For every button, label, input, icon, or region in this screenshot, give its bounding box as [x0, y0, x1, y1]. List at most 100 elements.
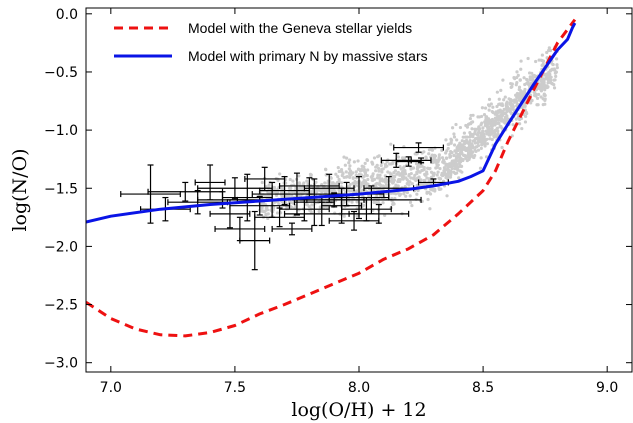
scatter-point [342, 155, 346, 159]
scatter-point [386, 170, 390, 174]
scatter-point [428, 207, 432, 211]
scatter-point [353, 182, 357, 186]
scatter-point [360, 164, 364, 168]
scatter-point [379, 193, 383, 198]
scatter-point [336, 166, 340, 170]
legend-label-geneva: Model with the Geneva stellar yields [188, 20, 412, 36]
scatter-point [473, 132, 477, 136]
scatter-point [376, 166, 381, 170]
scatter-point [364, 181, 368, 185]
scatter-point [427, 190, 431, 194]
scatter-point [548, 75, 552, 79]
scatter-point [288, 177, 292, 182]
scatter-point [372, 177, 377, 181]
scatter-point [371, 162, 375, 166]
scatter-point [407, 183, 411, 187]
scatter-point [323, 181, 327, 185]
scatter-point [342, 200, 346, 204]
scatter-point [384, 183, 389, 187]
scatter-point [449, 169, 453, 173]
scatter-point [472, 138, 477, 143]
scatter-point [455, 171, 459, 175]
scatter-point [523, 114, 528, 118]
scatter-point [408, 200, 413, 204]
scatter-point [510, 134, 514, 138]
scatter-point [453, 149, 457, 153]
scatter-point [479, 156, 483, 160]
scatter-point [549, 80, 553, 85]
y-axis: 0.0 −0.5 −1.0 −1.5 −2.0 −2.5 −3.0 [44, 7, 632, 372]
observation-point [348, 203, 410, 224]
y-tick-label: −1.0 [44, 123, 78, 139]
scatter-point [460, 139, 464, 143]
scatter-point [381, 201, 385, 205]
scatter-point [357, 172, 362, 177]
scatter-point [272, 185, 277, 190]
scatter-point [497, 114, 501, 118]
scatter-point [444, 138, 448, 142]
scatter-point [464, 140, 468, 144]
scatter-point [480, 121, 484, 125]
scatter-point [426, 197, 430, 202]
scatter-point [521, 105, 525, 110]
scatter-point [275, 211, 280, 215]
scatter-point [446, 146, 450, 151]
scatter-point [352, 190, 356, 194]
scatter-point [514, 100, 519, 104]
scatter-point [403, 170, 407, 174]
scatter-point [454, 122, 458, 127]
scatter-point [534, 59, 538, 64]
scatter-point [539, 58, 543, 62]
scatter-point [442, 166, 447, 170]
scatter-point [322, 202, 326, 206]
scatter-point [469, 122, 473, 126]
scatter-point [543, 97, 547, 101]
scatter-point [459, 145, 463, 149]
scatter-point [485, 116, 489, 121]
scatter-point [377, 182, 381, 186]
scatter-point [347, 161, 351, 165]
scatter-point [345, 156, 349, 160]
scatter-point [379, 163, 383, 168]
scatter-point [490, 117, 495, 122]
scatter-point [336, 182, 340, 186]
scatter-point [473, 148, 477, 152]
scatter-point [517, 87, 521, 92]
scatter-point [429, 175, 434, 179]
observation-point [221, 173, 273, 222]
scatter-point [436, 163, 440, 167]
scatter-point [416, 188, 420, 193]
scatter-point [440, 156, 445, 160]
scatter-point [508, 109, 512, 113]
scatter-point [415, 176, 420, 180]
y-tick-label: −2.0 [44, 239, 78, 255]
scatter-point [483, 120, 487, 124]
scatter-point [383, 162, 388, 167]
x-tick-label: 7.0 [100, 380, 122, 396]
scatter-point [422, 165, 426, 170]
scatter-point [480, 131, 484, 135]
scatter-point [515, 104, 519, 108]
scatter-point [356, 167, 361, 171]
scatter-point [450, 126, 455, 130]
scatter-point [500, 126, 504, 130]
scatter-point [404, 194, 408, 198]
scatter-point [547, 46, 551, 50]
scatter-point [410, 203, 414, 208]
scatter-point [468, 139, 472, 143]
scatter-point [489, 102, 493, 106]
scatter-point [388, 162, 392, 166]
scatter-point [540, 53, 544, 57]
scatter-point [497, 102, 501, 106]
scatter-point [518, 78, 522, 82]
scatter-point [522, 76, 526, 80]
scatter-point [552, 86, 557, 90]
scatter-point [437, 187, 442, 192]
scatter-point [317, 209, 321, 214]
scatter-point [399, 167, 403, 171]
scatter-point [488, 121, 493, 125]
scatter-point [476, 143, 481, 148]
scatter-point [555, 63, 559, 67]
scatter-point [502, 98, 506, 102]
